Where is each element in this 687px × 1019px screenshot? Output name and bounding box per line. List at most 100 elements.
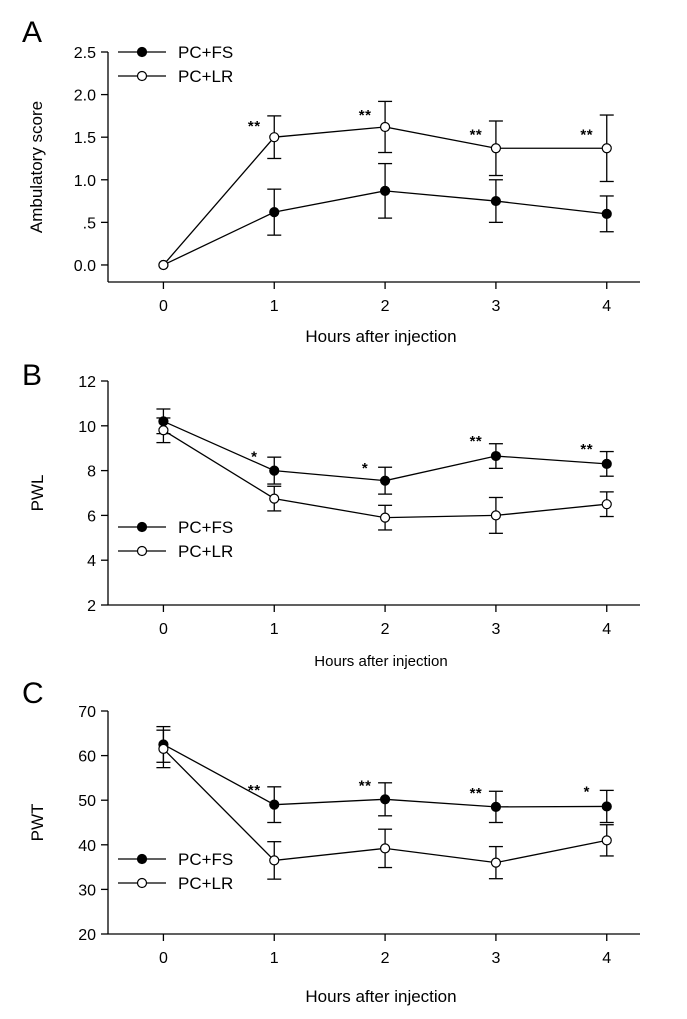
data-point bbox=[601, 801, 612, 812]
y-tick-label: 20 bbox=[78, 927, 96, 944]
data-point bbox=[490, 450, 502, 462]
legend-label: PC+LR bbox=[178, 542, 233, 561]
y-tick-label: 2.0 bbox=[74, 88, 96, 105]
x-tick-label: 3 bbox=[491, 950, 500, 967]
y-tick-label: 1.0 bbox=[74, 173, 96, 190]
x-tick-label: 4 bbox=[602, 950, 611, 967]
x-tick-label: 3 bbox=[491, 298, 500, 315]
legend-label: PC+LR bbox=[178, 874, 233, 893]
y-tick-label: 40 bbox=[78, 838, 96, 855]
data-point bbox=[601, 835, 612, 846]
x-tick-label: 3 bbox=[491, 621, 500, 638]
data-point bbox=[379, 185, 391, 196]
data-point bbox=[601, 208, 612, 219]
y-tick-label: 50 bbox=[78, 793, 96, 810]
significance-marker: ** bbox=[470, 127, 483, 144]
y-tick-label: 1.5 bbox=[74, 130, 96, 147]
significance-marker: ** bbox=[359, 107, 372, 124]
data-point bbox=[379, 794, 391, 805]
x-tick-label: 2 bbox=[381, 621, 390, 638]
legend-marker bbox=[136, 70, 148, 82]
x-tick-label: 2 bbox=[381, 950, 390, 967]
legend-label: PC+LR bbox=[178, 67, 233, 86]
y-axis-title: Ambulatory score bbox=[27, 101, 46, 233]
data-point bbox=[158, 259, 169, 271]
legend-marker bbox=[136, 853, 148, 865]
significance-marker: ** bbox=[470, 785, 483, 802]
significance-marker: ** bbox=[470, 433, 483, 450]
data-point bbox=[379, 475, 391, 486]
y-tick-label: 8 bbox=[87, 464, 96, 481]
series-pc-lr bbox=[158, 100, 614, 271]
y-tick-label: .5 bbox=[83, 215, 96, 232]
x-tick-label: 0 bbox=[159, 950, 168, 967]
data-point bbox=[269, 465, 280, 476]
significance-marker: ** bbox=[580, 127, 593, 144]
x-tick-label: 4 bbox=[602, 298, 611, 315]
y-tick-label: 30 bbox=[78, 882, 96, 899]
data-point bbox=[379, 843, 391, 854]
data-point bbox=[490, 143, 502, 154]
legend: PC+FS PC+LR bbox=[118, 850, 233, 893]
panel-a: A 0.0 .5 1.0 1.5 2.0 2.5 0 1 2 3 4 Hours after injec… bbox=[22, 16, 640, 346]
x-tick-label: 2 bbox=[381, 298, 390, 315]
x-tick-label: 1 bbox=[270, 298, 279, 315]
data-point bbox=[158, 425, 169, 436]
x-tick-label: 4 bbox=[602, 621, 611, 638]
y-tick-label: 6 bbox=[87, 508, 96, 525]
panel-c: C 20 30 40 50 60 70 0 1 2 3 4 Hours after injection P… bbox=[22, 677, 640, 1006]
data-point bbox=[490, 857, 502, 868]
significance-marker: ** bbox=[248, 118, 261, 135]
y-tick-label: 0.0 bbox=[74, 258, 96, 275]
data-point bbox=[158, 743, 169, 755]
x-tick-label: 0 bbox=[159, 621, 168, 638]
x-tick-label: 1 bbox=[270, 621, 279, 638]
series-pc-fs bbox=[156, 408, 614, 495]
legend-marker bbox=[136, 545, 148, 557]
y-axis-title: PWL bbox=[28, 475, 47, 512]
series-pc-fs bbox=[158, 162, 614, 271]
data-point bbox=[269, 132, 280, 143]
legend-marker bbox=[136, 877, 148, 889]
y-tick-label: 2 bbox=[87, 598, 96, 615]
y-axis-title: PWT bbox=[28, 804, 47, 842]
significance-marker: ** bbox=[580, 441, 593, 458]
series-pc-fs bbox=[156, 725, 614, 824]
legend-marker bbox=[136, 46, 148, 58]
significance-marker: * bbox=[584, 784, 590, 801]
y-tick-label: 4 bbox=[87, 553, 96, 570]
data-point bbox=[490, 801, 502, 812]
panel-label: B bbox=[22, 359, 42, 392]
significance-marker: * bbox=[362, 460, 368, 477]
data-point bbox=[269, 855, 280, 866]
data-point bbox=[269, 493, 280, 504]
significance-marker: * bbox=[251, 449, 257, 466]
legend: PC+FS PC+LR bbox=[118, 43, 233, 86]
data-point bbox=[269, 207, 280, 218]
panel-label: A bbox=[22, 16, 42, 49]
x-tick-label: 1 bbox=[270, 950, 279, 967]
y-tick-label: 60 bbox=[78, 749, 96, 766]
legend-label: PC+FS bbox=[178, 518, 233, 537]
legend-label: PC+FS bbox=[178, 850, 233, 869]
legend-label: PC+FS bbox=[178, 43, 233, 62]
x-tick-label: 0 bbox=[159, 298, 168, 315]
x-axis-title: Hours after injection bbox=[305, 327, 456, 346]
significance-marker: ** bbox=[248, 782, 261, 799]
legend-marker bbox=[136, 521, 148, 533]
data-point bbox=[601, 143, 612, 154]
x-axis-title: Hours after injection bbox=[305, 987, 456, 1006]
y-tick-label: 70 bbox=[78, 704, 96, 721]
panel-label: C bbox=[22, 677, 44, 710]
x-axis-title: Hours after injection bbox=[314, 653, 447, 670]
y-tick-label: 10 bbox=[78, 419, 96, 436]
y-tick-label: 2.5 bbox=[74, 45, 96, 62]
data-point bbox=[601, 499, 612, 510]
data-point bbox=[269, 799, 280, 810]
data-point bbox=[601, 458, 612, 469]
significance-marker: ** bbox=[359, 777, 372, 794]
legend: PC+FS PC+LR bbox=[118, 518, 233, 561]
data-point bbox=[379, 512, 391, 523]
